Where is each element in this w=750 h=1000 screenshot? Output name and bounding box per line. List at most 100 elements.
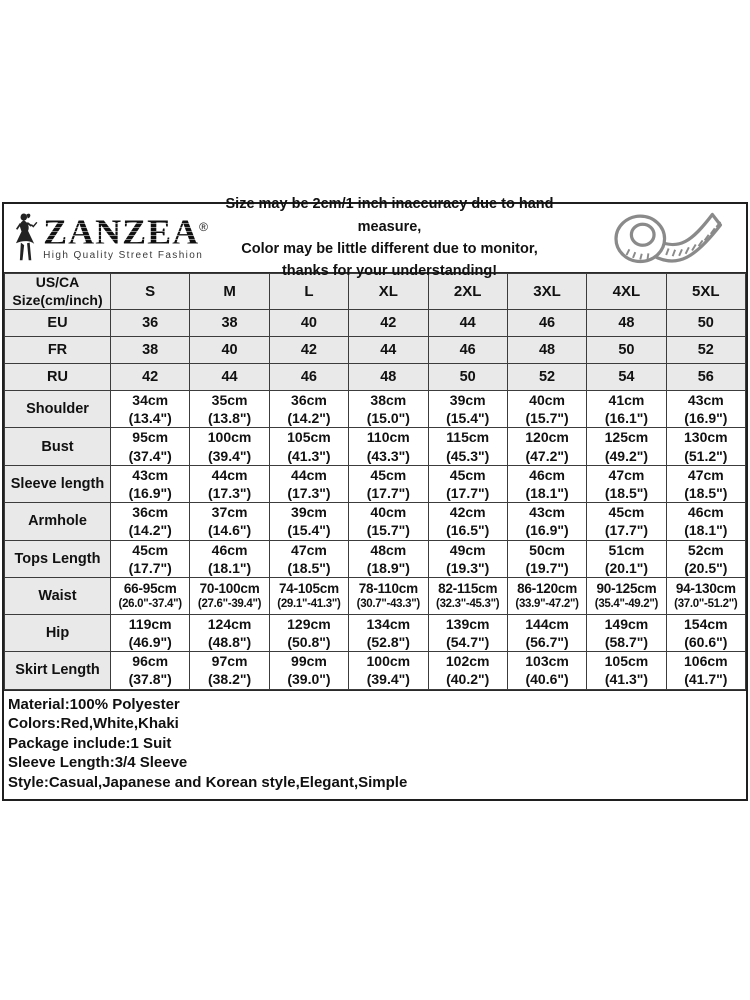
measurement-value-cell: 144cm (56.7")	[506, 613, 588, 653]
measurement-inch-value: (15.7")	[366, 522, 410, 539]
measurement-inch-value: (16.9")	[128, 484, 172, 501]
measurement-cm-value: 105cm	[287, 429, 331, 446]
measurement-cm-value: 130cm	[684, 429, 728, 446]
measurement-inch-value: (47.2")	[525, 447, 569, 464]
disclaimer-line: Size may be 2cm/1 inch inaccuracy due to…	[225, 196, 554, 235]
measurement-inch-value: (16.9")	[525, 522, 569, 539]
region-row-label: RU	[4, 363, 111, 391]
measurement-row-label: Hip	[4, 613, 111, 653]
measurement-cm-value: 94-130cm	[675, 580, 736, 596]
measurement-value-cell: 106cm (41.7")	[665, 651, 747, 690]
disclaimer-line: Color may be little different due to mon…	[241, 241, 538, 257]
brand-tagline: High Quality Street Fashion	[43, 250, 204, 262]
measurement-value-cell: 130cm (51.2")	[665, 427, 747, 466]
size-column-header: 3XL	[506, 273, 588, 310]
measurement-cm-value: 74-105cm	[278, 580, 339, 596]
measurement-value-cell: 48cm (18.9")	[348, 539, 429, 578]
measurement-inch-value: (13.8")	[207, 410, 252, 427]
measurement-value-cell: 45cm (17.7")	[586, 502, 667, 541]
measurement-cm-value: 43cm	[687, 392, 724, 408]
measurement-cm-value: 70-100cm	[199, 580, 260, 596]
measurement-cm-value: 51cm	[608, 541, 645, 558]
measurement-inch-value: (50.8")	[287, 634, 331, 651]
measurement-value-cell: 46cm (18.1")	[506, 464, 588, 504]
measurement-cm-value: 40cm	[529, 392, 565, 408]
size-column-header: XL	[348, 273, 429, 310]
size-chart-sheet: ZANZEA® High Quality Street Fashion Size…	[2, 196, 748, 802]
measurement-inch-value: (17.7")	[128, 559, 172, 576]
measurement-value-cell: 100cm (39.4")	[348, 651, 429, 690]
measurement-inch-value: (19.7")	[525, 559, 569, 576]
measurement-inch-value: (48.8")	[207, 634, 252, 651]
measurement-inch-value: (14.2")	[128, 522, 172, 539]
measurement-inch-value: (30.7"-43.3")	[356, 598, 421, 611]
corner-header: US/CA Size(cm/inch)	[4, 273, 111, 310]
measurement-value-cell: 37cm (14.6")	[189, 502, 270, 541]
brand-name-line: ZANZEA®	[43, 211, 209, 252]
measurement-inch-value: (37.4")	[128, 447, 172, 464]
measurement-inch-value: (51.2")	[684, 447, 728, 464]
measurement-cm-value: 34cm	[132, 392, 169, 408]
measurement-row-label: Armhole	[4, 502, 111, 541]
measurement-inch-value: (54.7")	[446, 634, 490, 651]
measurement-value-cell: 102cm (40.2")	[427, 651, 508, 690]
size-column-header: 4XL	[586, 273, 667, 310]
measurement-value-cell: 39cm (15.4")	[427, 389, 508, 429]
woman-silhouette-icon	[15, 213, 38, 261]
measurement-inch-value: (35.4"-49.2")	[594, 598, 659, 611]
measurement-row-label: Sleeve length	[4, 464, 111, 504]
measurement-value-cell: 52cm (20.5")	[665, 539, 747, 578]
region-size-value: 44	[189, 363, 270, 391]
measurement-cm-value: 42cm	[449, 504, 486, 521]
measurement-cm-value: 45cm	[608, 504, 645, 521]
measurement-cm-value: 43cm	[529, 504, 565, 521]
measurement-cm-value: 48cm	[370, 541, 407, 558]
measurement-value-cell: 36cm (14.2")	[109, 502, 191, 541]
measurement-inch-value: (41.3")	[604, 671, 649, 688]
measurement-value-cell: 50cm (19.7")	[506, 539, 588, 578]
measurement-cm-value: 139cm	[445, 615, 490, 632]
measurement-inch-value: (39.4")	[366, 671, 410, 688]
measurement-value-cell: 90-125cm (35.4"-49.2")	[586, 576, 667, 615]
size-column-header: M	[189, 273, 270, 310]
region-size-row: EU 36 38 40 42 44 46 48 50	[4, 309, 747, 337]
measurement-inch-value: (40.6")	[525, 671, 569, 688]
measurement-row: Hip 119cm (46.9") 124cm (48.8") 129cm (50.8") 1…	[4, 613, 747, 653]
measurement-cm-value: 46cm	[211, 541, 248, 558]
measurement-cm-value: 119cm	[128, 615, 172, 632]
measurement-inch-value: (17.3")	[207, 484, 252, 501]
size-column-header: 5XL	[665, 273, 747, 310]
measurement-inch-value: (15.4")	[287, 522, 331, 539]
measurement-cm-value: 95cm	[132, 429, 169, 446]
measurement-inch-value: (18.1")	[525, 484, 569, 501]
region-size-value: 50	[586, 336, 667, 364]
measurement-inch-value: (17.7")	[366, 484, 410, 501]
measurement-cm-value: 50cm	[529, 541, 565, 558]
measurement-inch-value: (46.9")	[128, 634, 172, 651]
measurement-cm-value: 96cm	[132, 653, 169, 670]
region-size-value: 38	[189, 309, 270, 337]
measurement-value-cell: 47cm (18.5")	[586, 464, 667, 504]
region-row-label: FR	[4, 336, 111, 364]
measurement-cm-value: 90-125cm	[596, 580, 657, 596]
measurement-cm-value: 129cm	[287, 615, 331, 632]
measurement-value-cell: 82-115cm (32.3"-45.3")	[427, 576, 508, 615]
measurement-value-cell: 46cm (18.1")	[189, 539, 270, 578]
measurement-cm-value: 154cm	[684, 615, 728, 632]
measurement-inch-value: (20.1")	[604, 559, 649, 576]
measurement-inch-value: (41.3")	[287, 447, 331, 464]
measurement-cm-value: 106cm	[684, 653, 728, 670]
measurement-inch-value: (15.4")	[446, 410, 490, 427]
measurement-row: Sleeve length 43cm (16.9") 44cm (17.3") 44cm(…	[4, 464, 747, 504]
region-size-value: 44	[348, 336, 429, 364]
measurement-inch-value: (58.7")	[604, 634, 649, 651]
measurement-inch-value: (16.5")	[446, 522, 490, 539]
measurement-row: Tops Length 45cm (17.7") 46cm (18.1") 47cm (18…	[4, 539, 747, 578]
region-size-value: 46	[268, 363, 350, 391]
brand-name: ZANZEA	[43, 211, 200, 252]
region-size-value: 50	[427, 363, 508, 391]
measurement-disclaimer: Size may be 2cm/1 inch inaccuracy due to…	[209, 193, 596, 283]
measurement-cm-value: 149cm	[604, 615, 649, 632]
measurement-cm-value: 115cm	[446, 429, 490, 446]
measurement-value-cell: 39cm (15.4")	[268, 502, 350, 541]
